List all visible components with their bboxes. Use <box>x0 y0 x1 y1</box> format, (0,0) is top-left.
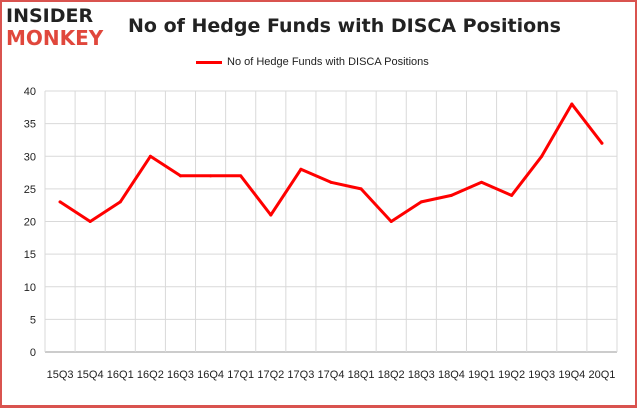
y-tick-label: 25 <box>24 184 36 196</box>
data-point <box>88 220 92 223</box>
data-point <box>269 213 273 217</box>
legend-swatch <box>196 60 222 64</box>
data-point <box>209 174 213 178</box>
y-tick-label: 10 <box>24 282 36 294</box>
chart-legend: No of Hedge Funds with DISCA Positions <box>196 56 429 68</box>
y-tick-label: 35 <box>24 119 36 131</box>
data-point <box>299 167 303 171</box>
x-tick-label: 20Q1 <box>588 369 615 381</box>
y-tick-label: 20 <box>24 217 36 229</box>
x-tick-label: 18Q4 <box>438 369 465 381</box>
data-point <box>58 200 62 204</box>
data-point <box>600 141 604 145</box>
legend-label: No of Hedge Funds with DISCA Positions <box>227 56 429 68</box>
x-tick-label: 19Q4 <box>558 369 585 381</box>
x-tick-label: 18Q2 <box>378 369 405 381</box>
data-point <box>389 220 393 223</box>
y-tick-label: 5 <box>30 314 36 326</box>
x-tick-label: 18Q3 <box>408 369 435 381</box>
x-tick-label: 16Q3 <box>167 369 194 381</box>
insider-monkey-logo: INSIDER MONKEY <box>6 6 114 50</box>
x-tick-label: 18Q1 <box>348 369 375 381</box>
data-point <box>359 187 363 191</box>
chart-title: No of Hedge Funds with DISCA Positions <box>128 15 561 37</box>
x-tick-label: 15Q3 <box>47 369 74 381</box>
data-point <box>419 200 423 204</box>
x-tick-label: 17Q2 <box>257 369 284 381</box>
data-point <box>329 180 333 184</box>
y-tick-label: 0 <box>30 347 36 359</box>
logo-line-monkey: MONKEY <box>6 26 104 50</box>
data-point <box>239 174 243 178</box>
y-tick-label: 15 <box>24 249 36 261</box>
data-point <box>480 180 484 184</box>
x-tick-label: 17Q4 <box>318 369 345 381</box>
x-tick-label: 16Q4 <box>197 369 224 381</box>
data-point <box>148 154 152 158</box>
y-tick-label: 40 <box>24 86 36 98</box>
x-tick-label: 19Q3 <box>528 369 555 381</box>
series-line-0 <box>58 102 604 223</box>
x-tick-label: 16Q1 <box>107 369 134 381</box>
x-tick-label: 17Q3 <box>287 369 314 381</box>
data-point <box>510 193 514 197</box>
y-tick-label: 30 <box>24 151 36 163</box>
data-point <box>178 174 182 178</box>
logo-line-insider: INSIDER <box>6 5 94 27</box>
data-point <box>118 200 122 204</box>
data-point <box>570 102 574 106</box>
x-tick-label: 17Q1 <box>227 369 254 381</box>
x-tick-label: 19Q1 <box>468 369 495 381</box>
x-tick-label: 19Q2 <box>498 369 525 381</box>
data-point <box>449 193 453 197</box>
x-tick-label: 16Q2 <box>137 369 164 381</box>
x-tick-label: 15Q4 <box>77 369 104 381</box>
data-point <box>540 154 544 158</box>
